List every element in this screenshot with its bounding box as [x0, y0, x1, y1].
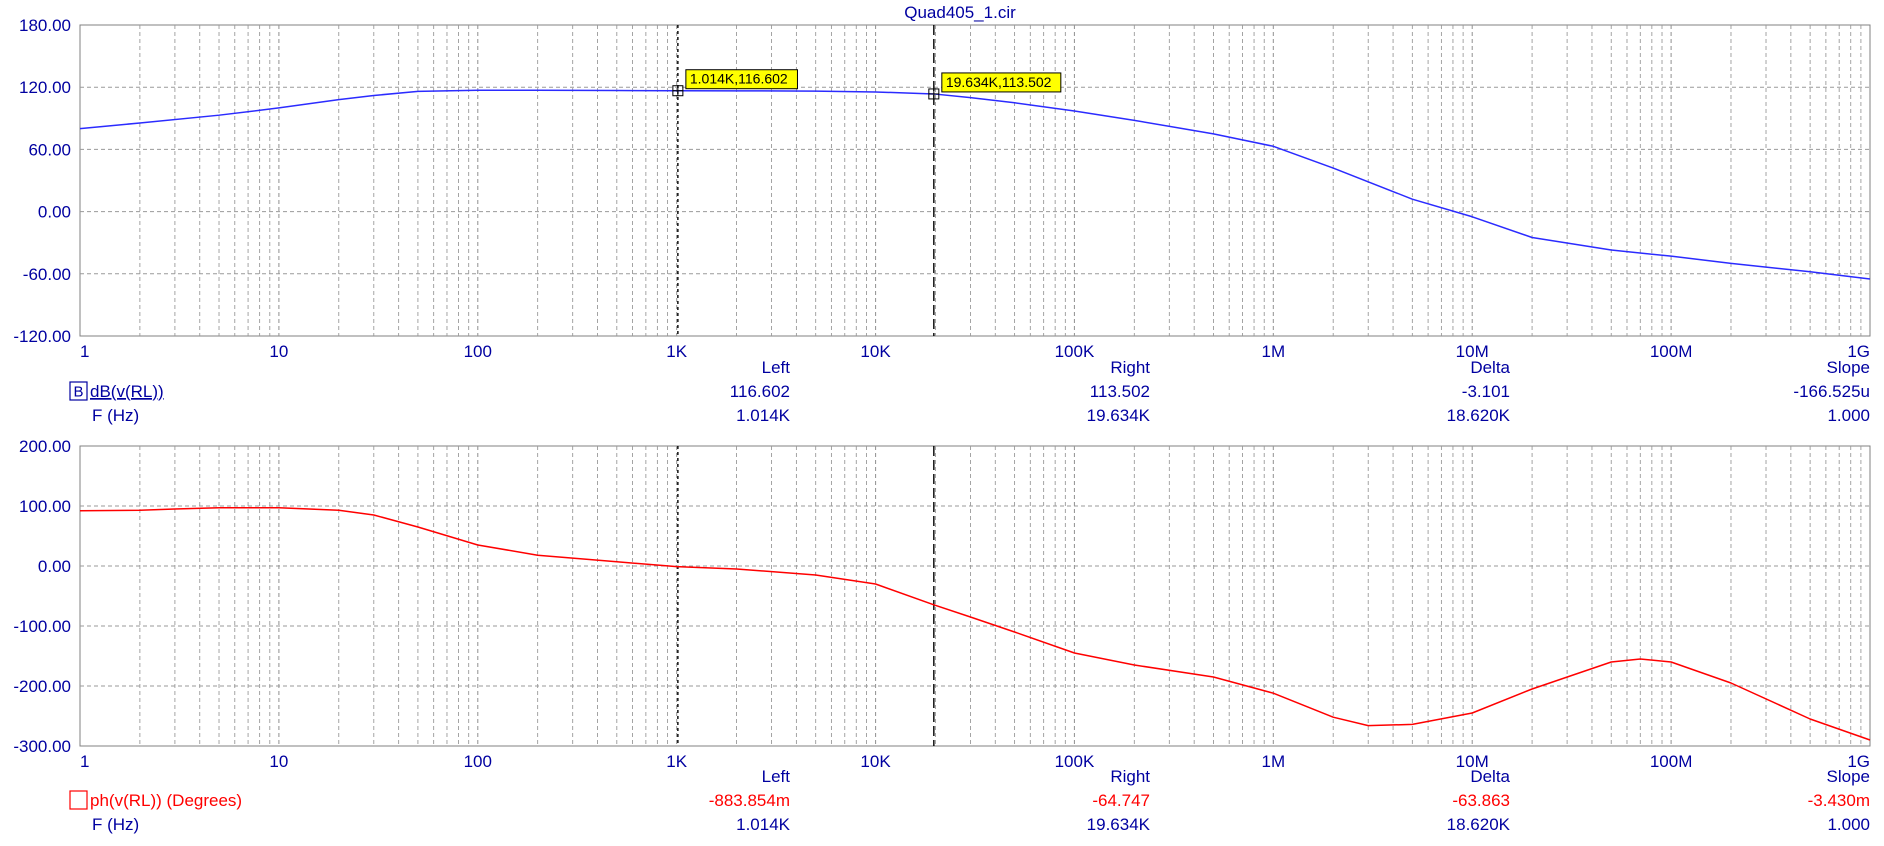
x-tick-label: 100: [464, 752, 492, 771]
frequency-label: F (Hz): [92, 815, 139, 834]
y-tick-label: -120.00: [13, 327, 71, 346]
x-tick-label: 1G: [1847, 342, 1870, 361]
x-tick-label: 10M: [1456, 342, 1489, 361]
plot-frame: [79, 24, 1871, 337]
readout-value: 116.602: [730, 382, 790, 401]
x-tick-label: 1M: [1262, 342, 1286, 361]
readout-header: Slope: [1827, 767, 1870, 786]
readout-value: 113.502: [1090, 382, 1150, 401]
y-tick-label: -60.00: [23, 265, 71, 284]
marker-label-box: [685, 69, 798, 90]
chart-title: Quad405_1.cir: [904, 3, 1016, 22]
readout-header: Delta: [1470, 358, 1510, 377]
readout-value: 1.014K: [736, 815, 791, 834]
marker-label: 19.634K,113.502: [946, 74, 1052, 90]
y-tick-label: 100.00: [19, 497, 71, 516]
x-tick-label: 100K: [1055, 342, 1095, 361]
readout-value: 1.000: [1827, 406, 1870, 425]
cursor-readout: Left Right Delta Slope ph(v(RL)) (Degrees) -8…: [69, 767, 1870, 834]
cursor-marker[interactable]: 19.634K,113.502: [928, 72, 1062, 100]
x-tick-label: 10K: [860, 342, 891, 361]
y-tick-label: 120.00: [19, 78, 71, 97]
trace-select-box[interactable]: [69, 381, 88, 401]
x-tick-label: 100M: [1650, 752, 1693, 771]
trace-name[interactable]: dB(v(RL)): [90, 382, 164, 401]
trace-select-box[interactable]: [69, 790, 88, 810]
y-tick-label: 60.00: [28, 140, 71, 159]
phase-trace: [79, 507, 1871, 741]
x-tick-label: 1K: [666, 752, 687, 771]
readout-value: -3.101: [1462, 382, 1510, 401]
cursor-readout: Left Right Delta Slope B dB(v(RL)) 116.602 113.…: [69, 358, 1870, 425]
x-tick-label: 10: [269, 342, 288, 361]
y-tick-label: 200.00: [19, 437, 71, 456]
readout-value: -3.430m: [1808, 791, 1870, 810]
y-tick-label: 0.00: [38, 203, 71, 222]
y-tick-label: -300.00: [13, 737, 71, 756]
readout-value: 18.620K: [1447, 815, 1511, 834]
readout-header: Left: [762, 767, 791, 786]
readout-value: -63.863: [1452, 791, 1510, 810]
trace-select-letter: B: [73, 384, 83, 401]
readout-value: 1.000: [1827, 815, 1870, 834]
x-tick-label: 10M: [1456, 752, 1489, 771]
y-tick-label: -100.00: [13, 617, 71, 636]
y-tick-label: 180.00: [19, 16, 71, 35]
readout-value: 1.014K: [736, 406, 791, 425]
frequency-label: F (Hz): [92, 406, 139, 425]
readout-header: Slope: [1827, 358, 1870, 377]
x-tick-label: 100: [464, 342, 492, 361]
readout-header: Right: [1110, 767, 1150, 786]
readout-value: 19.634K: [1087, 406, 1151, 425]
readout-value: -64.747: [1092, 791, 1150, 810]
x-tick-label: 1: [80, 342, 89, 361]
magnitude-trace: [79, 89, 1871, 280]
readout-value: -166.525u: [1793, 382, 1870, 401]
magnitude-plot: 180.00 120.00 60.00 0.00 -60.00 -120.00 1 10 100…: [13, 16, 1871, 425]
readout-value: 19.634K: [1087, 815, 1151, 834]
y-tick-label: 0.00: [38, 557, 71, 576]
readout-header: Left: [762, 358, 791, 377]
x-tick-label: 1: [80, 752, 89, 771]
phase-plot: 200.00 100.00 0.00 -100.00 -200.00 -300.00 1 10…: [13, 437, 1871, 834]
x-tick-label: 100K: [1055, 752, 1095, 771]
marker-label-box: [941, 72, 1062, 93]
plot-frame: [79, 445, 1871, 747]
cursor-marker[interactable]: 1.014K,116.602: [672, 69, 798, 97]
x-tick-label: 1G: [1847, 752, 1870, 771]
readout-header: Right: [1110, 358, 1150, 377]
x-tick-label: 10K: [860, 752, 891, 771]
y-tick-label: -200.00: [13, 677, 71, 696]
trace-name[interactable]: ph(v(RL)) (Degrees): [90, 791, 242, 810]
x-tick-label: 1M: [1262, 752, 1286, 771]
x-tick-label: 10: [269, 752, 288, 771]
x-tick-label: 1K: [666, 342, 687, 361]
marker-label: 1.014K,116.602: [690, 71, 788, 87]
readout-header: Delta: [1470, 767, 1510, 786]
x-tick-label: 100M: [1650, 342, 1693, 361]
readout-value: -883.854m: [709, 791, 790, 810]
readout-value: 18.620K: [1447, 406, 1511, 425]
